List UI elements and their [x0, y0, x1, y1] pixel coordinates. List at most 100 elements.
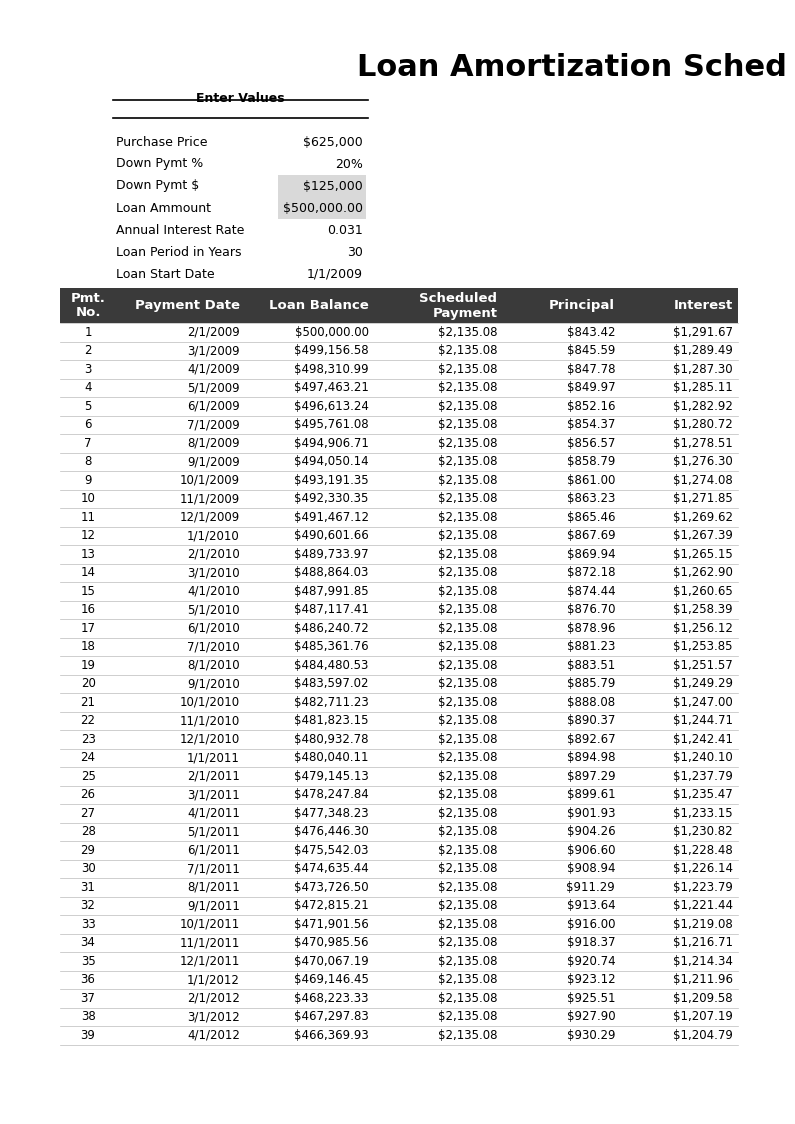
- Text: 4/1/2009: 4/1/2009: [187, 363, 240, 375]
- Text: 19: 19: [80, 659, 95, 672]
- Text: $494,906.71: $494,906.71: [294, 437, 369, 450]
- Text: $473,726.50: $473,726.50: [294, 881, 369, 894]
- Text: $869.94: $869.94: [567, 547, 615, 561]
- Text: $1,211.96: $1,211.96: [673, 973, 733, 986]
- Text: Loan Balance: Loan Balance: [269, 299, 369, 312]
- Text: $1,233.15: $1,233.15: [673, 807, 733, 819]
- Text: 11: 11: [80, 510, 95, 524]
- Text: 6/1/2009: 6/1/2009: [187, 400, 240, 413]
- Text: 34: 34: [80, 936, 95, 950]
- Text: 26: 26: [80, 788, 95, 801]
- Text: Loan Amortization Sched: Loan Amortization Sched: [358, 54, 787, 82]
- Text: $1,267.39: $1,267.39: [673, 529, 733, 542]
- Text: 2/1/2012: 2/1/2012: [187, 991, 240, 1005]
- Text: $1,269.62: $1,269.62: [673, 510, 733, 524]
- Text: 35: 35: [81, 954, 95, 968]
- Text: $1,278.51: $1,278.51: [673, 437, 733, 450]
- Text: $2,135.08: $2,135.08: [438, 714, 498, 727]
- Text: $916.00: $916.00: [567, 918, 615, 931]
- Text: $867.69: $867.69: [567, 529, 615, 542]
- Text: $854.37: $854.37: [567, 418, 615, 432]
- Text: $849.97: $849.97: [567, 381, 615, 395]
- Text: $1,244.71: $1,244.71: [673, 714, 733, 727]
- Text: $1,235.47: $1,235.47: [673, 788, 733, 801]
- Text: $483,597.02: $483,597.02: [294, 678, 369, 690]
- Text: 7/1/2011: 7/1/2011: [187, 862, 240, 876]
- Text: 2/1/2011: 2/1/2011: [187, 770, 240, 782]
- Text: $480,932.78: $480,932.78: [294, 733, 369, 745]
- Text: 30: 30: [81, 862, 95, 876]
- Text: Interest: Interest: [673, 299, 733, 312]
- Text: 8/1/2009: 8/1/2009: [188, 437, 240, 450]
- Text: $2,135.08: $2,135.08: [438, 918, 498, 931]
- Text: $874.44: $874.44: [567, 584, 615, 598]
- Text: $497,463.21: $497,463.21: [294, 381, 369, 395]
- Text: 39: 39: [80, 1028, 95, 1042]
- Text: $885.79: $885.79: [567, 678, 615, 690]
- Text: $1,249.29: $1,249.29: [673, 678, 733, 690]
- Text: $474,635.44: $474,635.44: [294, 862, 369, 876]
- Text: 11/1/2009: 11/1/2009: [180, 492, 240, 506]
- Text: $2,135.08: $2,135.08: [438, 770, 498, 782]
- Text: 32: 32: [80, 899, 95, 913]
- Text: $906.60: $906.60: [567, 844, 615, 856]
- Text: $487,991.85: $487,991.85: [294, 584, 369, 598]
- Text: $1,216.71: $1,216.71: [673, 936, 733, 950]
- Text: $2,135.08: $2,135.08: [438, 510, 498, 524]
- Text: 7/1/2009: 7/1/2009: [187, 418, 240, 432]
- Text: $477,348.23: $477,348.23: [294, 807, 369, 819]
- Text: $876.70: $876.70: [567, 604, 615, 616]
- Text: $125,000: $125,000: [303, 180, 363, 192]
- Text: 12/1/2010: 12/1/2010: [180, 733, 240, 745]
- Text: $2,135.08: $2,135.08: [438, 492, 498, 506]
- Text: 15: 15: [80, 584, 95, 598]
- Text: $487,117.41: $487,117.41: [294, 604, 369, 616]
- Text: Principal: Principal: [549, 299, 615, 312]
- Text: 9/1/2009: 9/1/2009: [187, 455, 240, 469]
- Text: $486,240.72: $486,240.72: [294, 622, 369, 635]
- Text: $863.23: $863.23: [567, 492, 615, 506]
- Text: $1,253.85: $1,253.85: [673, 641, 733, 653]
- Text: $2,135.08: $2,135.08: [438, 1028, 498, 1042]
- Text: $920.74: $920.74: [567, 954, 615, 968]
- Text: $865.46: $865.46: [567, 510, 615, 524]
- Text: $2,135.08: $2,135.08: [438, 899, 498, 913]
- Text: 21: 21: [80, 696, 95, 709]
- Text: 3/1/2011: 3/1/2011: [187, 788, 240, 801]
- Text: $2,135.08: $2,135.08: [438, 400, 498, 413]
- Text: $892.67: $892.67: [567, 733, 615, 745]
- Text: $500,000.00: $500,000.00: [295, 326, 369, 338]
- Text: $2,135.08: $2,135.08: [438, 547, 498, 561]
- Text: $1,260.65: $1,260.65: [673, 584, 733, 598]
- Text: $852.16: $852.16: [567, 400, 615, 413]
- Text: 6/1/2010: 6/1/2010: [187, 622, 240, 635]
- Text: $1,251.57: $1,251.57: [673, 659, 733, 672]
- Text: $1,223.79: $1,223.79: [673, 881, 733, 894]
- Text: $2,135.08: $2,135.08: [438, 566, 498, 579]
- Text: $1,265.15: $1,265.15: [673, 547, 733, 561]
- Text: $469,146.45: $469,146.45: [294, 973, 369, 986]
- Text: $1,214.34: $1,214.34: [673, 954, 733, 968]
- Text: $2,135.08: $2,135.08: [438, 1010, 498, 1023]
- Text: $2,135.08: $2,135.08: [438, 437, 498, 450]
- Text: $493,191.35: $493,191.35: [294, 473, 369, 487]
- Text: Pmt.
No.: Pmt. No.: [71, 291, 106, 319]
- Text: $845.59: $845.59: [567, 344, 615, 357]
- Text: 5/1/2010: 5/1/2010: [188, 604, 240, 616]
- Text: $2,135.08: $2,135.08: [438, 604, 498, 616]
- Text: $1,207.19: $1,207.19: [673, 1010, 733, 1023]
- Text: $1,287.30: $1,287.30: [673, 363, 733, 375]
- Text: $485,361.76: $485,361.76: [294, 641, 369, 653]
- Text: $894.98: $894.98: [567, 751, 615, 764]
- Text: 1/1/2011: 1/1/2011: [187, 751, 240, 764]
- Bar: [278, 175, 366, 197]
- Text: 20: 20: [80, 678, 95, 690]
- Text: $1,228.48: $1,228.48: [673, 844, 733, 856]
- Text: $1,280.72: $1,280.72: [673, 418, 733, 432]
- Text: $2,135.08: $2,135.08: [438, 825, 498, 839]
- Text: 4/1/2010: 4/1/2010: [187, 584, 240, 598]
- Text: $475,542.03: $475,542.03: [294, 844, 369, 856]
- Text: 4/1/2011: 4/1/2011: [187, 807, 240, 819]
- Text: 27: 27: [80, 807, 95, 819]
- Text: $878.96: $878.96: [567, 622, 615, 635]
